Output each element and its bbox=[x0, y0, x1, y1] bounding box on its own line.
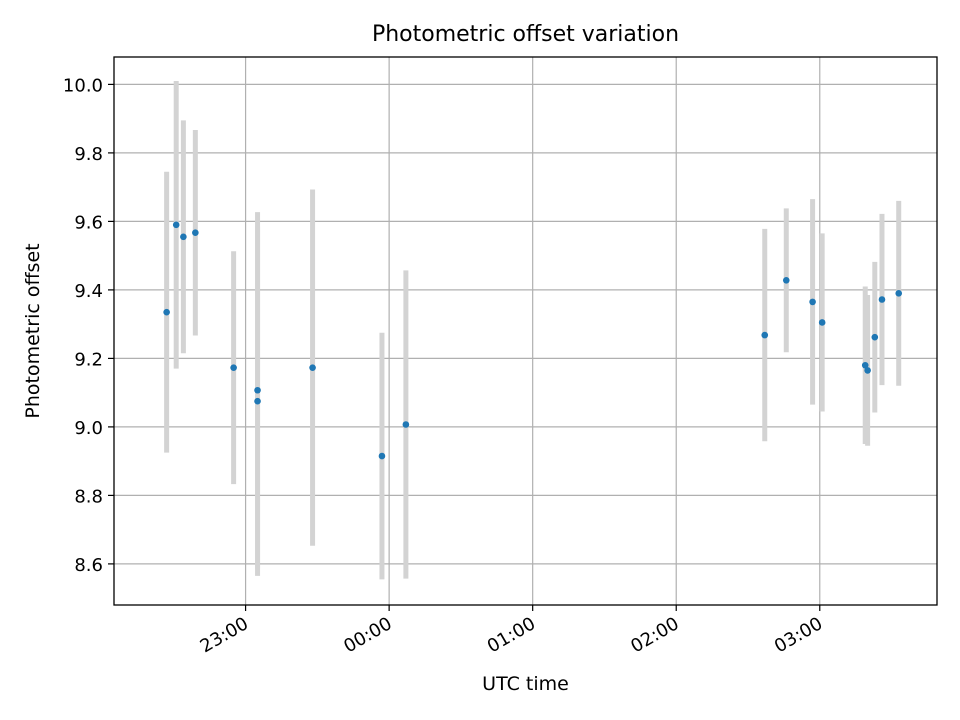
y-tick-label: 9.4 bbox=[74, 281, 103, 302]
chart-title: Photometric offset variation bbox=[371, 22, 680, 47]
data-point bbox=[163, 308, 170, 316]
data-point bbox=[378, 452, 386, 460]
y-tick-label: 10.0 bbox=[63, 75, 103, 96]
y-axis-ticks: 8.6 8.8 9.0 9.2 9.4 9.6 9.8 10.0 bbox=[63, 75, 114, 576]
data-point bbox=[172, 221, 180, 229]
data-point bbox=[761, 331, 769, 339]
grid-lines bbox=[114, 57, 937, 605]
data-point bbox=[230, 364, 237, 371]
data-point bbox=[180, 233, 187, 241]
y-tick-label: 9.2 bbox=[74, 349, 103, 370]
plot-frame bbox=[113, 56, 938, 606]
y-tick-label: 9.0 bbox=[74, 418, 103, 439]
data-point bbox=[254, 397, 261, 405]
y-tick-label: 8.8 bbox=[74, 486, 103, 507]
x-tick-label: 01:00 bbox=[484, 613, 539, 657]
data-point bbox=[818, 319, 826, 326]
x-axis-label: UTC time bbox=[482, 673, 569, 695]
x-axis-ticks: 23:00 00:00 01:00 02:00 03:00 bbox=[197, 605, 826, 657]
data-point bbox=[809, 298, 816, 306]
data-point bbox=[309, 364, 316, 371]
data-point bbox=[871, 333, 879, 341]
y-tick-label: 8.6 bbox=[74, 555, 103, 576]
data-point bbox=[878, 296, 886, 303]
data-point bbox=[864, 367, 871, 374]
data-point bbox=[402, 421, 410, 428]
x-tick-label: 03:00 bbox=[771, 613, 826, 657]
data-point bbox=[782, 277, 790, 284]
y-tick-label: 9.6 bbox=[74, 212, 103, 233]
x-tick-label: 00:00 bbox=[340, 613, 395, 657]
data-point bbox=[895, 290, 903, 297]
y-tick-label: 9.8 bbox=[74, 144, 103, 165]
data-point bbox=[192, 229, 199, 237]
data-points bbox=[163, 221, 903, 460]
data-point bbox=[254, 386, 261, 394]
data-point bbox=[861, 361, 869, 369]
x-tick-label: 02:00 bbox=[627, 613, 682, 657]
x-tick-label: 23:00 bbox=[197, 613, 252, 657]
